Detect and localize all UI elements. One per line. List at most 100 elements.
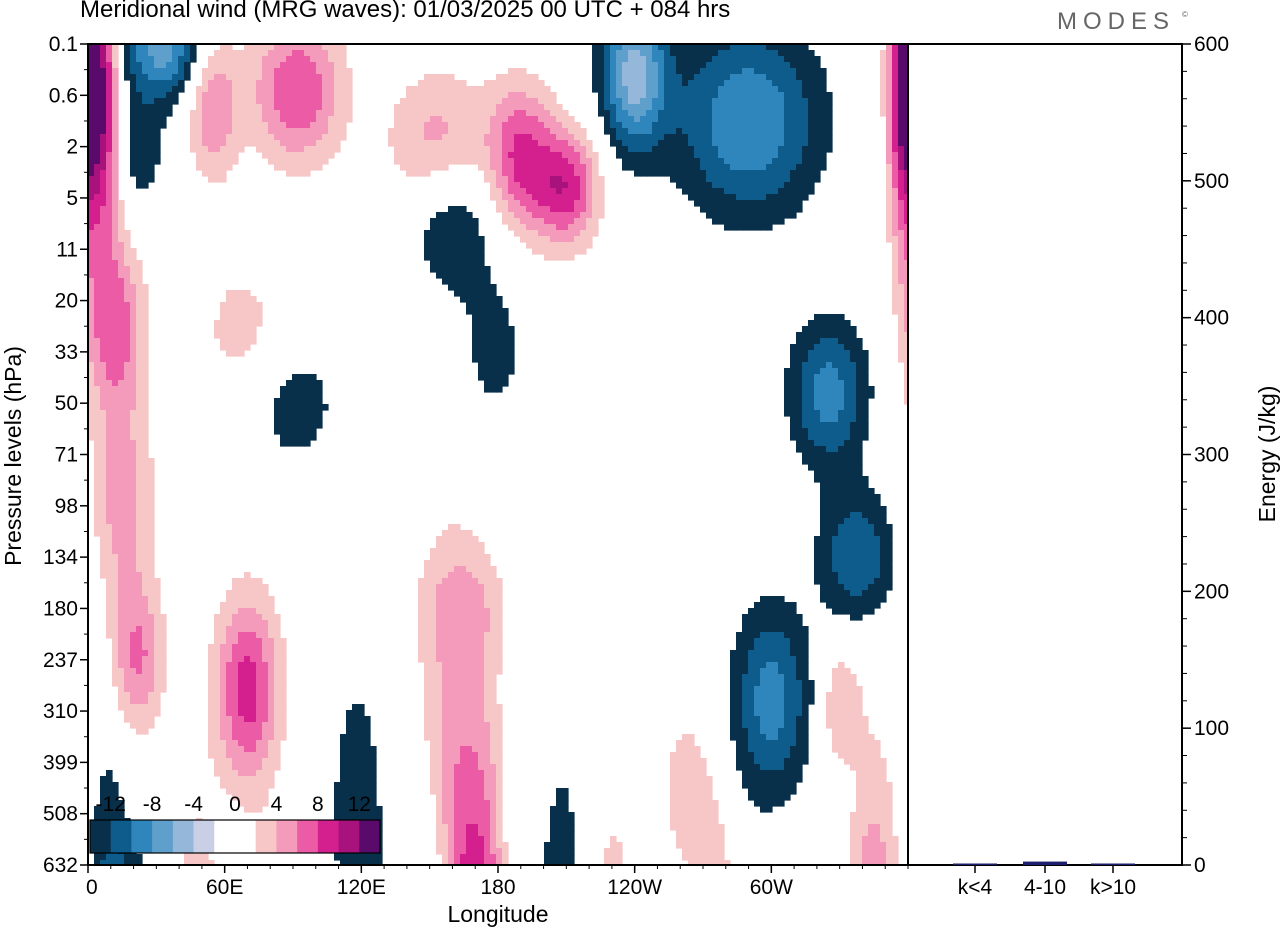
heatmap-cell: [244, 590, 251, 597]
heatmap-cell: [520, 182, 527, 189]
heatmap-cell: [112, 206, 119, 213]
heatmap-cell: [256, 122, 263, 129]
heatmap-cell: [142, 164, 149, 171]
heatmap-cell: [580, 146, 587, 153]
heatmap-cell: [766, 188, 773, 195]
heatmap-cell: [760, 662, 767, 669]
heatmap-cell: [178, 86, 185, 93]
heatmap-cell: [820, 494, 827, 501]
heatmap-cell: [160, 656, 167, 663]
heatmap-cell: [496, 650, 503, 657]
heatmap-cell: [220, 668, 227, 675]
heatmap-cell: [472, 356, 479, 363]
heatmap-cell: [136, 350, 143, 357]
heatmap-cell: [478, 344, 485, 351]
heatmap-cell: [904, 164, 908, 171]
heatmap-cell: [94, 404, 101, 411]
heatmap-cell: [706, 80, 713, 87]
heatmap-cell: [292, 134, 299, 141]
heatmap-cell: [478, 620, 485, 627]
heatmap-cell: [568, 116, 575, 123]
heatmap-cell: [88, 56, 95, 63]
heatmap-cell: [718, 218, 725, 225]
heatmap-cell: [880, 86, 887, 93]
heatmap-cell: [472, 578, 479, 585]
heatmap-cell: [448, 548, 455, 555]
heatmap-cell: [826, 332, 833, 339]
heatmap-cell: [742, 218, 749, 225]
heatmap-cell: [130, 494, 137, 501]
heatmap-cell: [334, 146, 341, 153]
heatmap-cell: [232, 140, 239, 147]
heatmap-cell: [340, 98, 347, 105]
heatmap-cell: [316, 80, 323, 87]
heatmap-cell: [94, 416, 101, 423]
heatmap-cell: [262, 74, 269, 81]
heatmap-cell: [508, 110, 515, 117]
heatmap-cell: [460, 236, 467, 243]
heatmap-cell: [106, 506, 113, 513]
heatmap-cell: [124, 68, 131, 75]
heatmap-cell: [430, 248, 437, 255]
heatmap-cell: [460, 644, 467, 651]
heatmap-cell: [118, 494, 125, 501]
heatmap-cell: [886, 236, 893, 243]
heatmap-cell: [310, 86, 317, 93]
heatmap-cell: [88, 386, 95, 393]
heatmap-cell: [112, 182, 119, 189]
heatmap-cell: [214, 80, 221, 87]
heatmap-cell: [832, 530, 839, 537]
heatmap-cell: [316, 398, 323, 405]
heatmap-cell: [430, 632, 437, 639]
heatmap-cell: [334, 116, 341, 123]
heatmap-cell: [154, 626, 161, 633]
heatmap-cell: [118, 464, 125, 471]
heatmap-cell: [694, 182, 701, 189]
heatmap-cell: [418, 158, 425, 165]
heatmap-cell: [850, 428, 857, 435]
heatmap-cell: [808, 374, 815, 381]
heatmap-cell: [826, 374, 833, 381]
heatmap-cell: [292, 98, 299, 105]
heatmap-cell: [232, 614, 239, 621]
heatmap-cell: [850, 368, 857, 375]
heatmap-cell: [142, 152, 149, 159]
heatmap-cell: [130, 56, 137, 63]
heatmap-cell: [106, 554, 113, 561]
heatmap-cell: [130, 554, 137, 561]
heatmap-cell: [448, 242, 455, 249]
heatmap-cell: [130, 248, 137, 255]
heatmap-cell: [274, 122, 281, 129]
heatmap-cell: [214, 116, 221, 123]
heatmap-cell: [772, 152, 779, 159]
heatmap-cell: [310, 380, 317, 387]
heatmap-cell: [172, 92, 179, 99]
heatmap-cell: [616, 44, 623, 51]
heatmap-cell: [496, 596, 503, 603]
heatmap-cell: [268, 656, 275, 663]
heatmap-cell: [106, 386, 113, 393]
heatmap-cell: [424, 662, 431, 669]
heatmap-cell: [562, 116, 569, 123]
heatmap-cell: [94, 242, 101, 249]
heatmap-cell: [94, 200, 101, 207]
heatmap-cell: [454, 584, 461, 591]
heatmap-cell: [262, 626, 269, 633]
heatmap-cell: [136, 674, 143, 681]
heatmap-cell: [94, 224, 101, 231]
heatmap-cell: [508, 218, 515, 225]
heatmap-cell: [280, 104, 287, 111]
heatmap-cell: [190, 116, 197, 123]
heatmap-cell: [436, 98, 443, 105]
heatmap-cell: [754, 128, 761, 135]
heatmap-cell: [130, 302, 137, 309]
heatmap-cell: [118, 344, 125, 351]
heatmap-cell: [184, 44, 191, 51]
heatmap-cell: [100, 230, 107, 237]
heatmap-cell: [682, 146, 689, 153]
heatmap-cell: [700, 74, 707, 81]
heatmap-cell: [124, 668, 131, 675]
heatmap-cell: [550, 164, 557, 171]
heatmap-cell: [826, 572, 833, 579]
heatmap-cell: [832, 542, 839, 549]
